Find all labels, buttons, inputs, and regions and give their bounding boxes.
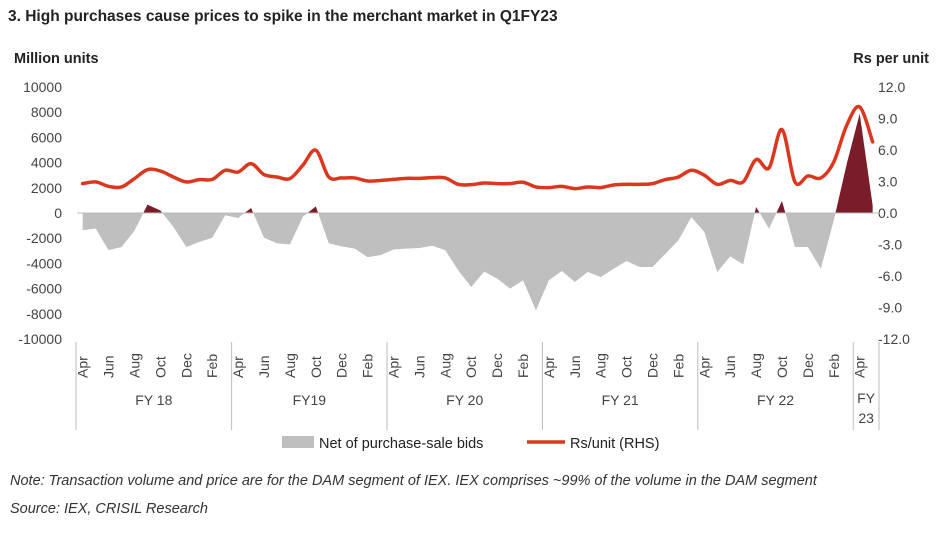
- month-tick-label: Apr: [75, 356, 91, 378]
- month-tick-label: Dec: [489, 353, 505, 378]
- y-tick-label: 8000: [31, 104, 62, 120]
- legend-swatch-net-bids: [282, 436, 314, 448]
- month-tick-label: Jun: [411, 355, 427, 378]
- month-tick-label: Oct: [152, 356, 168, 378]
- fiscal-year-label: FY 20: [446, 392, 483, 408]
- month-tick-label: Apr: [696, 356, 712, 378]
- chart-note: Note: Transaction volume and price are f…: [10, 473, 817, 489]
- y-axis-label: Million units: [14, 51, 99, 67]
- month-tick-label: Feb: [826, 354, 842, 378]
- y-tick-label: 10000: [23, 79, 62, 95]
- month-tick-label: Jun: [256, 355, 272, 378]
- month-tick-label: Aug: [593, 353, 609, 378]
- y-tick-label: 0: [54, 205, 62, 221]
- y-tick-label: 2000: [31, 180, 62, 196]
- fiscal-year-label: FY 18: [135, 392, 172, 408]
- month-tick-label: Apr: [541, 356, 557, 378]
- month-tick-label: Feb: [670, 354, 686, 378]
- y2-tick-label: 6.0: [878, 142, 898, 158]
- net-bids-area-positive: [82, 113, 873, 213]
- y-tick-label: 4000: [31, 155, 62, 171]
- chart-title: 3. High purchases cause prices to spike …: [8, 8, 558, 25]
- month-tick-label: Feb: [515, 354, 531, 378]
- y2-axis-label: Rs per unit: [853, 51, 929, 67]
- fiscal-year-label: FY 21: [602, 392, 639, 408]
- month-tick-label: Oct: [463, 356, 479, 378]
- y2-tick-label: 3.0: [878, 174, 898, 190]
- month-tick-label: Apr: [386, 356, 402, 378]
- chart-source: Source: IEX, CRISIL Research: [10, 501, 208, 517]
- month-tick-label: Dec: [645, 353, 661, 378]
- month-tick-label: Aug: [437, 353, 453, 378]
- price-line: [80, 104, 875, 191]
- month-tick-label: Jun: [722, 355, 738, 378]
- month-tick-label: Feb: [360, 354, 376, 378]
- legend-label-net-bids: Net of purchase-sale bids: [319, 436, 483, 452]
- y-tick-label: -8000: [26, 306, 62, 322]
- y2-tick-label: -6.0: [878, 268, 902, 284]
- y-tick-label: -2000: [26, 230, 62, 246]
- month-tick-label: Oct: [619, 356, 635, 378]
- month-tick-label: Apr: [852, 356, 868, 378]
- month-tick-label: Dec: [178, 353, 194, 378]
- fiscal-year-label: FY19: [293, 392, 327, 408]
- y2-tick-label: -12.0: [878, 331, 910, 347]
- y-tick-label: -6000: [26, 281, 62, 297]
- fiscal-year-label: 23: [858, 410, 874, 426]
- month-tick-label: Aug: [748, 353, 764, 378]
- y2-tick-label: 12.0: [878, 79, 905, 95]
- fiscal-year-label: FY: [857, 390, 876, 406]
- fiscal-year-label: FY 22: [757, 392, 794, 408]
- legend-label-price: Rs/unit (RHS): [570, 436, 659, 452]
- month-tick-label: Dec: [800, 353, 816, 378]
- net-bids-area-negative: [82, 213, 873, 311]
- month-tick-label: Jun: [101, 355, 117, 378]
- month-tick-label: Jun: [567, 355, 583, 378]
- y2-tick-label: -3.0: [878, 237, 902, 253]
- y2-tick-label: -9.0: [878, 300, 902, 316]
- month-tick-label: Oct: [308, 356, 324, 378]
- month-tick-label: Oct: [774, 356, 790, 378]
- y2-tick-label: 0.0: [878, 205, 898, 221]
- y-tick-label: -10000: [18, 331, 62, 347]
- month-tick-label: Aug: [127, 353, 143, 378]
- month-tick-label: Feb: [204, 354, 220, 378]
- month-tick-label: Aug: [282, 353, 298, 378]
- month-tick-label: Apr: [230, 356, 246, 378]
- y2-tick-label: 9.0: [878, 111, 898, 127]
- month-tick-label: Dec: [334, 353, 350, 378]
- y-tick-label: 6000: [31, 129, 62, 145]
- y-tick-label: -4000: [26, 255, 62, 271]
